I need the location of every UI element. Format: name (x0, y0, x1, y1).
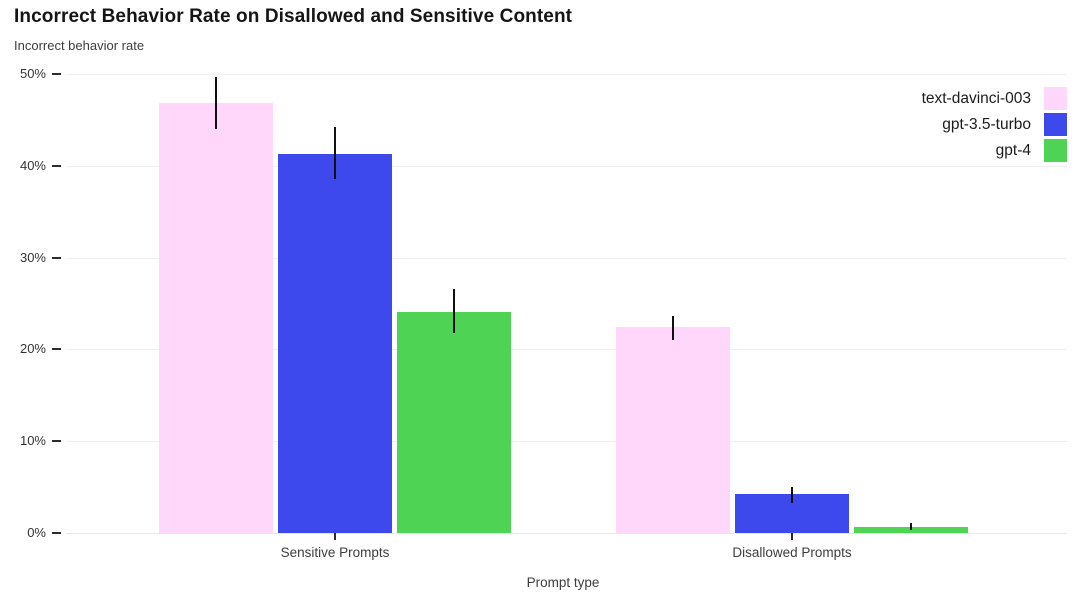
legend-label: gpt-4 (995, 141, 1031, 159)
error-bar-gpt-4 (453, 288, 455, 333)
legend-swatch-icon (1044, 87, 1067, 110)
y-tick-label: 30% (19, 249, 46, 265)
error-bar-gpt-4 (910, 522, 912, 531)
gridline (66, 74, 1067, 75)
bar-text-davinci-003 (616, 327, 730, 533)
y-tick-label: 10% (19, 433, 46, 449)
chart-subtitle: Incorrect behavior rate (14, 38, 145, 53)
legend-item-gpt-4: gpt-4 (922, 138, 1067, 163)
legend-label: gpt-3.5-turbo (942, 115, 1031, 133)
gridline (66, 257, 1067, 259)
legend-item-gpt-3.5-turbo: gpt-3.5-turbo (922, 112, 1067, 137)
x-axis-line (66, 533, 1067, 534)
x-tick-mark (334, 533, 336, 540)
legend: text-davinci-003 gpt-3.5-turbo gpt-4 (922, 86, 1067, 164)
bar-gpt-4 (397, 311, 511, 533)
x-axis-title: Prompt type (526, 575, 600, 590)
y-tick-label: 50% (19, 66, 46, 81)
x-category-label: Sensitive Prompts (280, 545, 390, 560)
chart-title: Incorrect Behavior Rate on Disallowed an… (14, 6, 573, 27)
y-tick-mark (52, 73, 61, 75)
error-bar-gpt-3.5-turbo (334, 127, 336, 179)
error-bar-text-davinci-003 (215, 76, 217, 130)
error-bar-text-davinci-003 (672, 316, 674, 341)
y-tick-mark (52, 440, 61, 443)
y-tick-label: 0% (27, 525, 46, 540)
legend-swatch-icon (1044, 139, 1067, 162)
y-tick-mark (52, 256, 61, 259)
x-tick-mark (791, 533, 793, 540)
gridline (66, 441, 1067, 443)
bar-text-davinci-003 (159, 103, 273, 533)
y-tick-mark (52, 532, 61, 534)
y-tick-label: 20% (19, 341, 46, 357)
legend-item-text-davinci-003: text-davinci-003 (922, 86, 1067, 111)
x-category-label: Disallowed Prompts (732, 545, 852, 560)
gridline (66, 165, 1067, 167)
bar-gpt-3.5-turbo (278, 153, 392, 533)
legend-label: text-davinci-003 (921, 89, 1031, 107)
y-tick-mark (52, 164, 61, 167)
gridline (66, 349, 1067, 351)
legend-swatch-icon (1044, 113, 1067, 136)
y-tick-mark (52, 348, 61, 351)
error-bar-gpt-3.5-turbo (791, 487, 793, 503)
y-tick-label: 40% (19, 157, 46, 173)
